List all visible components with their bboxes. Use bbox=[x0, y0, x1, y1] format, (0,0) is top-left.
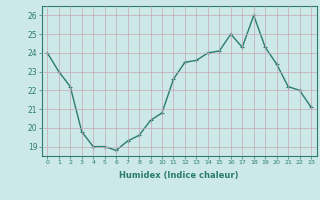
X-axis label: Humidex (Indice chaleur): Humidex (Indice chaleur) bbox=[119, 171, 239, 180]
